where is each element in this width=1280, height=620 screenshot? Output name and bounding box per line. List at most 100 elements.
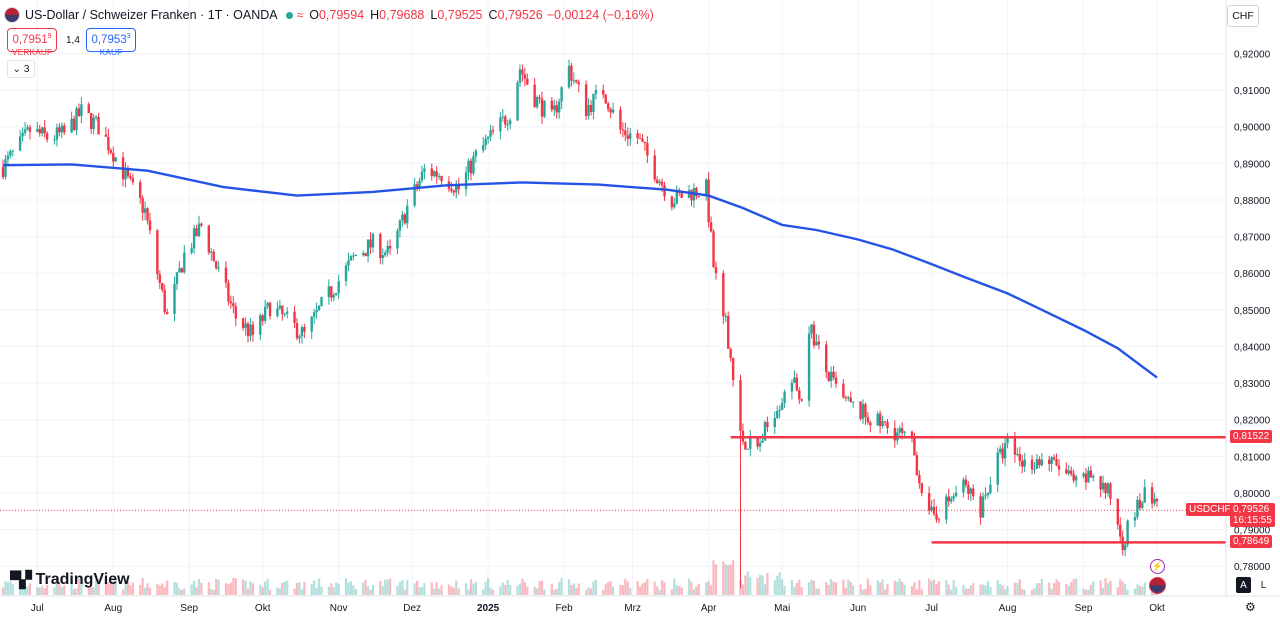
candle-body <box>310 316 313 332</box>
candle-body <box>849 397 852 403</box>
volume-bar <box>1089 585 1092 595</box>
volume-bar <box>190 584 193 595</box>
candle-body <box>687 190 691 198</box>
volume-bar <box>972 583 975 595</box>
candle-body <box>259 315 262 335</box>
volume-bar <box>1055 579 1058 595</box>
volume-bar <box>629 587 632 595</box>
candle-body <box>749 436 752 449</box>
volume-bar <box>638 586 642 595</box>
volume-bar <box>6 582 10 595</box>
candle-body <box>386 245 389 253</box>
volume-bar <box>729 564 732 595</box>
volume-bar <box>1141 586 1144 595</box>
volume-bar <box>778 572 781 595</box>
auto-scale-button[interactable]: A <box>1236 577 1251 593</box>
volume-bar <box>70 580 73 595</box>
candle-body <box>989 484 992 493</box>
candle-body <box>954 492 958 497</box>
y-tick-label: 0,89000 <box>1234 159 1271 170</box>
candle-body <box>501 116 505 118</box>
volume-bar <box>543 589 546 595</box>
volume-bar <box>1106 583 1110 595</box>
volume-bar <box>722 561 725 595</box>
volume-bar <box>386 579 389 595</box>
volume-bar <box>746 571 749 595</box>
volume-bar <box>487 578 490 595</box>
volume-bar <box>148 587 152 595</box>
volume-bar <box>354 589 357 595</box>
volume-bar <box>653 581 656 595</box>
candle-body <box>244 323 247 328</box>
indicators-toggle[interactable]: ⌄ 3 <box>7 60 35 78</box>
candle-body <box>842 383 845 398</box>
volume-bar <box>962 584 965 595</box>
candle-body <box>504 116 507 125</box>
tradingview-logo[interactable]: ▀▞ TradingView <box>10 570 130 590</box>
volume-bar <box>144 587 147 595</box>
candle-body <box>898 428 901 433</box>
candle-body <box>746 448 750 450</box>
volume-bar <box>234 578 237 595</box>
volume-bar <box>447 584 451 595</box>
candle-body <box>761 440 764 443</box>
volume-bar <box>197 578 201 595</box>
volume-bar <box>163 587 166 595</box>
symbol-title[interactable]: US-Dollar / Schweizer Franken · 1T · OAN… <box>25 8 278 22</box>
volume-bar <box>295 583 299 595</box>
last-price-tag: 0,79526 16:15:55 <box>1230 503 1275 528</box>
candle-body <box>594 90 598 94</box>
candle-body <box>430 168 433 176</box>
candle-body <box>11 150 15 152</box>
volume-bar <box>607 582 610 595</box>
candle-body <box>379 233 382 259</box>
volume-bar <box>46 584 49 595</box>
candle-body <box>604 94 607 104</box>
chart-grid <box>0 0 1226 596</box>
candle-body <box>43 127 46 134</box>
candle-body <box>1070 470 1073 475</box>
candle-body <box>1104 482 1107 494</box>
candle-body <box>92 117 95 129</box>
candle-body <box>844 397 848 399</box>
candle-body <box>38 128 41 134</box>
volume-bar <box>673 578 676 595</box>
volume-bar <box>484 581 487 595</box>
volume-bar <box>327 586 330 595</box>
volume-bar <box>63 585 66 595</box>
volume-bar <box>518 583 522 595</box>
low-value: 0,79525 <box>437 8 483 22</box>
candle-body <box>464 172 468 190</box>
volume-bar <box>810 579 813 595</box>
candle-body <box>1141 502 1144 509</box>
us-flag-event-icon[interactable] <box>1149 577 1166 594</box>
sell-button[interactable]: 0,79519 VERKAUF <box>7 28 57 57</box>
buy-button[interactable]: 0,79533 KAUF <box>86 28 136 57</box>
log-scale-button[interactable]: L <box>1260 579 1267 591</box>
candle-body <box>834 377 838 384</box>
volume-bar <box>26 586 29 595</box>
x-tick-label: Jul <box>925 603 938 614</box>
currency-button[interactable]: CHF <box>1227 5 1259 27</box>
volume-bar <box>212 589 215 595</box>
candle-body <box>72 118 76 130</box>
candle-body <box>1123 544 1127 551</box>
volume-bar <box>692 589 696 595</box>
candle-body <box>543 100 546 117</box>
volume-bar <box>293 588 296 595</box>
volume-bar <box>303 582 306 595</box>
candle-body <box>949 498 953 502</box>
volume-bar <box>1023 589 1026 595</box>
volume-bar <box>712 560 715 595</box>
lightning-event-icon[interactable]: ⚡ <box>1150 559 1165 574</box>
candle-body <box>1089 470 1093 478</box>
gear-icon[interactable]: ⚙ <box>1245 600 1256 614</box>
candle-body <box>900 428 904 433</box>
candle-body <box>469 160 473 174</box>
volume-bar <box>793 586 796 595</box>
candle-body <box>827 372 830 382</box>
candle-body <box>148 220 152 231</box>
candle-body <box>1065 469 1068 474</box>
volume-bar <box>815 588 818 595</box>
